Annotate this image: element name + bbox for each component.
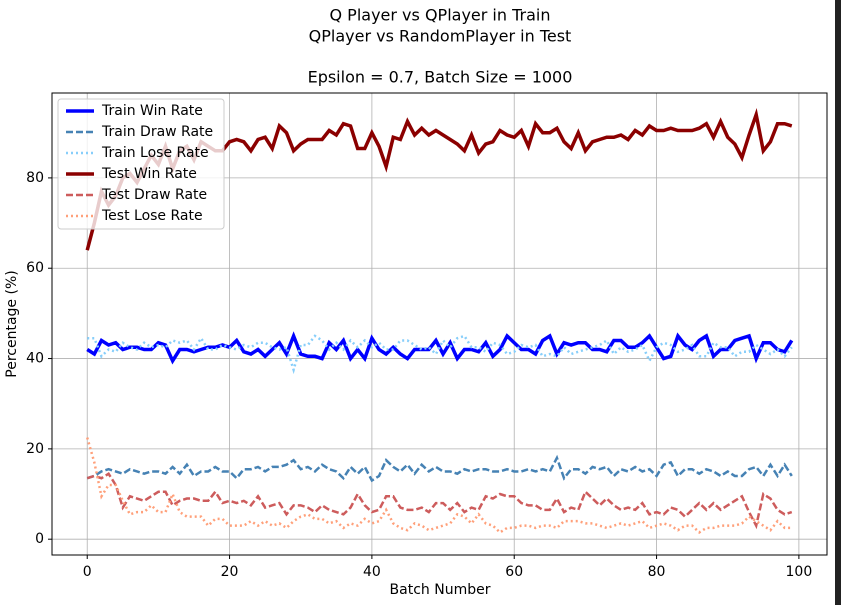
y-tick-label: 0 xyxy=(35,531,44,547)
chart-title: QPlayer vs RandomPlayer in Test xyxy=(309,27,572,46)
x-tick-label: 40 xyxy=(363,564,381,580)
series-line xyxy=(86,437,792,534)
y-tick-label: 40 xyxy=(26,351,44,367)
series-line xyxy=(86,471,793,530)
x-tick-label: 60 xyxy=(505,564,523,580)
x-tick-label: 100 xyxy=(786,564,813,580)
legend-box xyxy=(57,98,225,230)
legend-label: Train Win Rate xyxy=(101,103,203,119)
series-line xyxy=(87,334,793,375)
y-tick-label: 20 xyxy=(26,441,44,457)
x-tick-label: 20 xyxy=(221,564,239,580)
legend-label: Test Draw Rate xyxy=(101,187,207,203)
chart-title: Q Player vs QPlayer in Train xyxy=(330,6,551,25)
plot-frame xyxy=(51,92,828,556)
y-tick-label: 80 xyxy=(26,170,44,186)
chart-title: Epsilon = 0.7, Batch Size = 1000 xyxy=(308,68,573,87)
legend-label: Test Lose Rate xyxy=(101,208,203,224)
x-axis-label: Batch Number xyxy=(390,582,491,598)
series-line xyxy=(86,331,794,365)
y-tick-label: 60 xyxy=(26,260,44,276)
y-axis-label: Percentage (%) xyxy=(4,270,20,377)
legend-label: Train Draw Rate xyxy=(101,124,213,140)
x-tick-label: 0 xyxy=(83,564,92,580)
x-tick-label: 80 xyxy=(648,564,666,580)
window-edge xyxy=(835,0,841,605)
legend-label: Train Lose Rate xyxy=(101,145,209,161)
legend-label: Test Win Rate xyxy=(101,166,197,182)
series-line xyxy=(86,454,793,483)
